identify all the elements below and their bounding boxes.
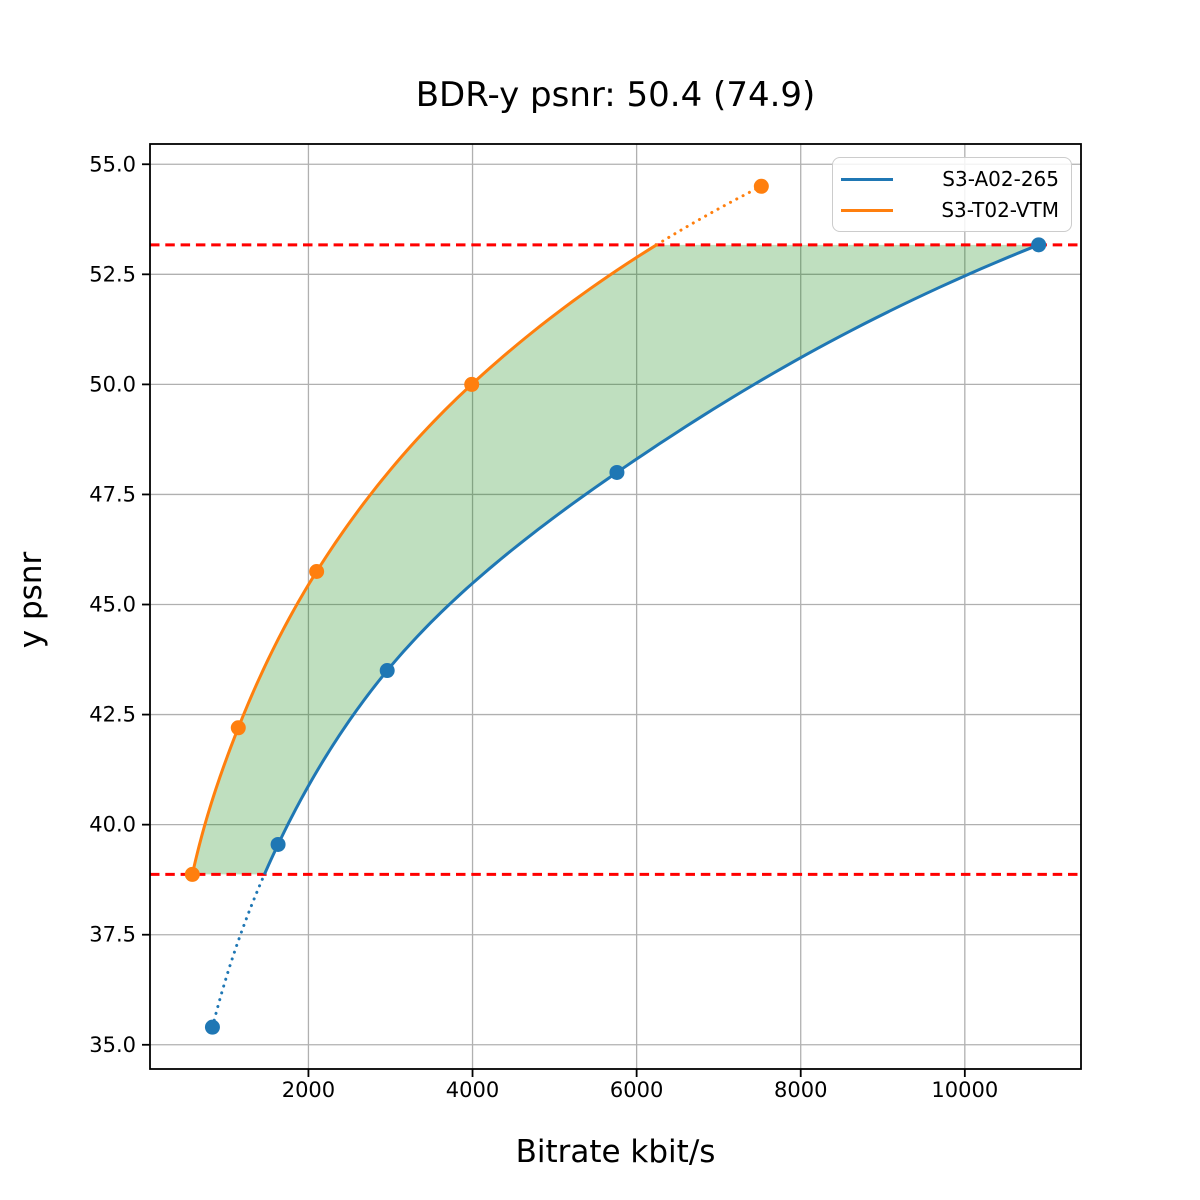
x-axis-label: Bitrate kbit/s [515,1134,716,1170]
y-tick-label: 37.5 [89,923,136,947]
x-tick-label: 6000 [610,1078,663,1102]
x-tick-label: 4000 [446,1078,499,1102]
data-point-marker [184,866,200,882]
series-line-dotted-s3-t02-vtm [655,184,763,247]
x-tick-label: 10000 [931,1078,998,1102]
data-point-marker [379,663,395,679]
y-tick-label: 52.5 [89,262,136,286]
data-point-marker [270,836,286,852]
legend: S3-A02-265 S3-T02-VTM [832,157,1072,232]
series-line-dotted-s3-a02-265 [210,872,266,1029]
legend-item-s3-t02-vtm: S3-T02-VTM [841,198,1059,222]
data-point-marker [753,178,769,194]
y-tick-label: 40.0 [89,813,136,837]
y-tick-label: 47.5 [89,482,136,506]
series-line-s3-a02-265 [263,243,1040,876]
bd-rate-overlap-fill [192,244,1039,875]
data-point-marker [230,720,246,736]
data-point-marker [1031,237,1047,253]
x-tick-label: 2000 [282,1078,335,1102]
legend-item-s3-a02-265: S3-A02-265 [841,167,1059,191]
legend-label: S3-A02-265 [942,167,1059,191]
chart-title: BDR-y psnr: 50.4 (74.9) [415,75,816,115]
plot-border [149,143,1082,1070]
data-point-marker [204,1019,220,1035]
y-tick-label: 45.0 [89,593,136,617]
data-point-marker [609,464,625,480]
x-tick-label: 8000 [774,1078,827,1102]
y-tick-label: 55.0 [89,152,136,176]
y-tick-label: 35.0 [89,1033,136,1057]
series-line-s3-t02-vtm [190,243,658,875]
legend-line-swatch-orange [841,208,893,212]
y-tick-label: 50.0 [89,372,136,396]
y-tick-label: 42.5 [89,703,136,727]
legend-line-swatch-blue [841,177,893,181]
legend-label: S3-T02-VTM [941,198,1059,222]
data-point-marker [309,563,325,579]
data-point-marker [464,376,480,392]
